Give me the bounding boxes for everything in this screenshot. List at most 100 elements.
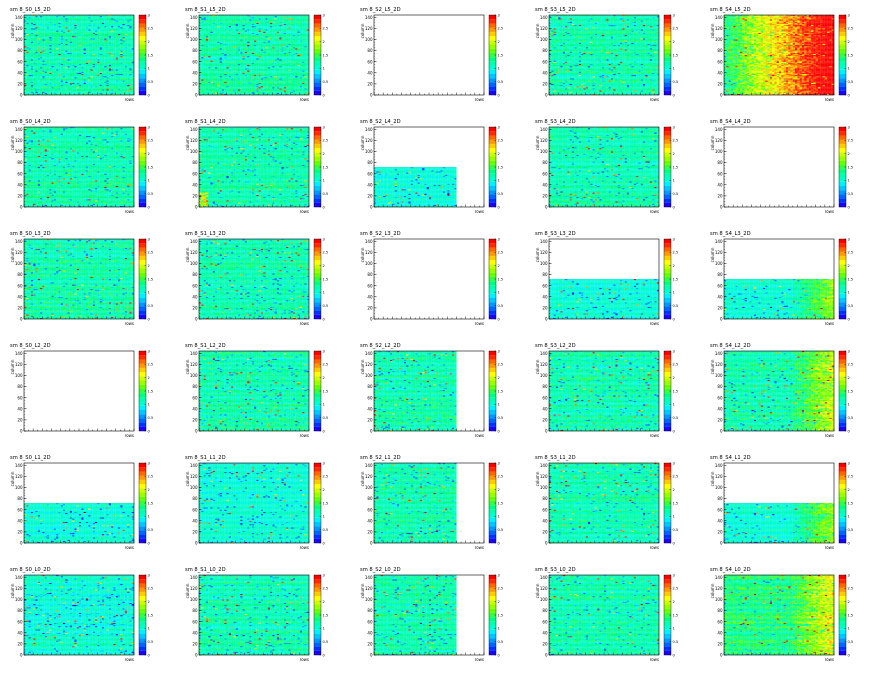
heatmap-cell <box>63 47 65 48</box>
heatmap-cell <box>95 92 97 93</box>
heatmap-cell <box>52 58 54 59</box>
heatmap-cell <box>56 74 58 75</box>
heatmap-cell <box>109 35 111 36</box>
heatmap-cell <box>63 79 65 80</box>
heatmap-cell <box>102 31 104 32</box>
heatmap-cell <box>125 68 127 69</box>
heatmap-cell <box>70 31 72 32</box>
heatmap-cell <box>116 29 118 30</box>
heatmap-cell <box>88 17 90 18</box>
heatmap-cell <box>132 18 134 19</box>
heatmap-cell <box>81 68 83 69</box>
heatmap-cell <box>38 29 40 30</box>
heatmap-cell <box>38 77 40 78</box>
heatmap-cell <box>120 33 122 34</box>
heatmap-cell <box>70 33 72 34</box>
heatmap-cell <box>233 85 235 86</box>
heatmap-cell <box>238 85 240 86</box>
heatmap-cell <box>95 29 97 30</box>
heatmap-cell <box>277 75 279 76</box>
heatmap-cell <box>238 65 240 66</box>
heatmap-cell <box>52 86 54 87</box>
heatmap-cell <box>116 84 118 85</box>
heatmap-cell <box>127 38 129 39</box>
heatmap-cell <box>240 72 242 73</box>
heatmap-cell <box>298 85 300 86</box>
heatmap-cell <box>58 43 60 44</box>
heatmap-cell <box>295 76 297 77</box>
heatmap-cell <box>222 82 224 83</box>
heatmap-cell <box>45 76 47 77</box>
heatmap-cell <box>35 55 37 56</box>
heatmap-cell <box>70 81 72 82</box>
heatmap-cell <box>95 22 97 23</box>
heatmap-cell <box>118 85 120 86</box>
heatmap-cell <box>243 83 245 84</box>
heatmap-cell <box>107 25 109 26</box>
heatmap-cell <box>125 23 127 24</box>
heatmap-cell <box>127 79 129 80</box>
heatmap-cell <box>95 53 97 54</box>
heatmap-cell <box>72 41 74 42</box>
heatmap-cell <box>231 62 233 63</box>
heatmap-cell <box>29 54 31 55</box>
heatmap-cell <box>240 68 242 69</box>
heatmap-cell <box>261 86 263 87</box>
heatmap-cell <box>208 77 210 78</box>
heatmap-cell <box>61 34 63 35</box>
heatmap-cell <box>224 77 226 78</box>
heatmap-cell <box>286 71 288 72</box>
heatmap-cell <box>123 49 125 50</box>
heatmap-cell <box>79 92 81 93</box>
heatmap-cell <box>208 89 210 90</box>
colorbar-swatch <box>139 74 146 78</box>
heatmap-chart: sm 8_S0_L5_2D020406080100120140columnrow… <box>10 5 160 110</box>
heatmap-cell <box>74 48 76 49</box>
heatmap-cell <box>268 89 270 90</box>
heatmap-cell <box>125 58 127 59</box>
heatmap-cell <box>302 93 304 94</box>
heatmap-cell <box>304 68 306 69</box>
heatmap-cell <box>118 58 120 59</box>
heatmap-cell <box>238 78 240 79</box>
heatmap-cell <box>35 49 37 50</box>
heatmap-cell <box>113 67 115 68</box>
heatmap-cell <box>120 88 122 89</box>
heatmap-cell <box>252 82 254 83</box>
heatmap-cell <box>243 92 245 93</box>
heatmap-cell <box>100 83 102 84</box>
heatmap-cell <box>29 73 31 74</box>
heatmap-cell <box>31 75 33 76</box>
heatmap-cell <box>102 74 104 75</box>
heatmap-cell <box>90 49 92 50</box>
heatmap-cell <box>93 43 95 44</box>
colorbar-swatch <box>139 82 146 86</box>
heatmap-cell <box>31 71 33 72</box>
heatmap-cell <box>265 78 267 79</box>
heatmap-cell <box>125 62 127 63</box>
heatmap-cell <box>58 86 60 87</box>
heatmap-cell <box>215 69 217 70</box>
heatmap-cell <box>90 16 92 17</box>
heatmap-cell <box>54 23 56 24</box>
heatmap-cell <box>113 55 115 56</box>
heatmap-cell <box>261 64 263 65</box>
heatmap-cell <box>265 79 267 80</box>
heatmap-cell <box>116 78 118 79</box>
heatmap-cell <box>127 71 129 72</box>
heatmap-cell <box>77 23 79 24</box>
heatmap-cell <box>116 31 118 32</box>
heatmap-cell <box>70 83 72 84</box>
heatmap-cell <box>127 81 129 82</box>
heatmap-cell <box>68 65 70 66</box>
heatmap-cell <box>102 29 104 30</box>
heatmap-cell <box>90 57 92 58</box>
heatmap-cell <box>45 89 47 90</box>
heatmap-cell <box>233 66 235 67</box>
heatmap-cell <box>31 39 33 40</box>
heatmap-cell <box>236 74 238 75</box>
heatmap-cell <box>63 62 65 63</box>
heatmap-cell <box>102 54 104 55</box>
heatmap-cell <box>111 89 113 90</box>
heatmap-cell <box>256 67 258 68</box>
